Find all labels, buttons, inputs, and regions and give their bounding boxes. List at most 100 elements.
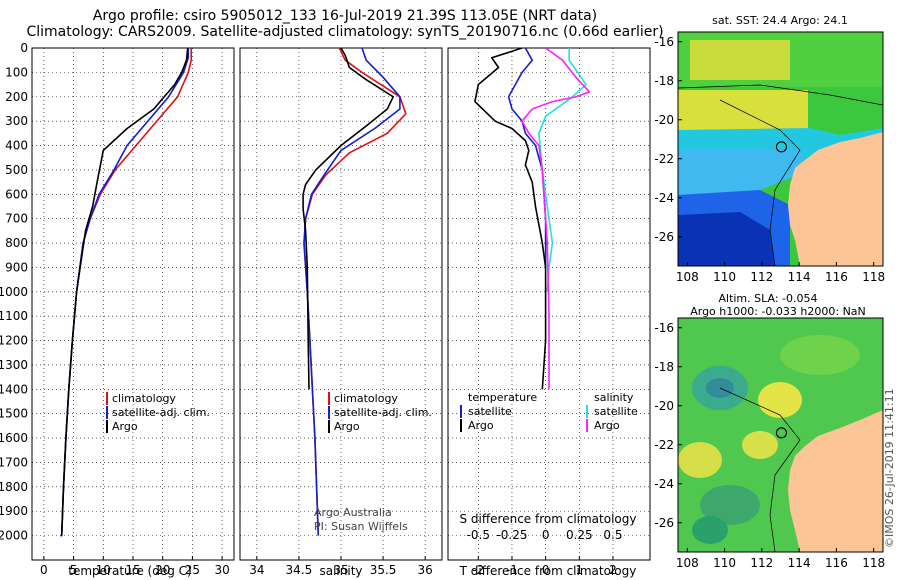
sla-low-eddy-core-south [692,516,728,544]
difference-legend: temperature satellite Argo salinity sate… [460,391,638,432]
map-y-tick-label: -16 [654,321,674,335]
x-tick-label: 34.5 [286,563,313,577]
map-y-tick-label: -20 [654,399,674,413]
credit-pi: PI: Susan Wijffels [314,520,408,533]
depth-tick-label: 500 [5,163,28,177]
map-y-tick-label: -24 [654,477,674,491]
map-x-tick-label: 108 [676,270,699,284]
temperature-legend: climatology satellite-adj. clim. Argo [106,392,210,433]
sla-bathymetry-200 [719,387,801,552]
salinity-grid [240,47,442,560]
legend-label-climatology: climatology [112,392,176,405]
x-tick-label: 35 [333,563,348,577]
depth-tick-label: 1700 [0,455,28,469]
land-australia [788,410,883,552]
legend-label-argo: Argo [334,420,360,433]
x-tick-label: 1 [575,563,583,577]
legend-label-sal-satellite: satellite [594,405,638,418]
depth-tick-label: 0 [20,41,28,55]
legend-label-temp-argo: Argo [468,419,494,432]
x-tick-label: 25 [185,563,200,577]
x-tick-label: 0 [40,563,48,577]
sla-map-frame [677,317,884,553]
legend-label-climatology: climatology [334,392,398,405]
x-tick-label: 35.5 [370,563,397,577]
sst-bathymetry-1000 [678,84,883,106]
land-australia [788,132,883,266]
map-y-tick-label: -18 [654,360,674,374]
argo-float-marker [775,141,787,153]
map-x-tick-label: 108 [676,556,699,570]
s-diff-tick-label: 0.25 [566,528,593,542]
legend-label-temp-satellite: satellite [468,405,512,418]
sst-map-y-ticks: -16 -18 -20 -22 -24 -26 [654,35,682,244]
x-tick-label: 5 [70,563,78,577]
x-tick-label: 0 [542,563,550,577]
depth-tick-label: 1800 [0,480,28,494]
depth-tick-label: 900 [5,260,28,274]
depth-tick-label: 700 [5,212,28,226]
depth-tick-labels: 0 100 200 300 400 500 600 700 800 900 1000 1100 1200… [0,41,28,543]
header-line2: Climatology: CARS2009. Satellite-adjuste… [26,24,663,40]
sla-map-title1: Altim. SLA: -0.054 [718,292,817,305]
sst-map [678,32,883,266]
map-x-tick-label: 118 [862,270,885,284]
legend-label-sal-argo: Argo [594,419,620,432]
map-y-tick-label: -18 [654,74,674,88]
salinity-difference-x-ticks: -0.5 -0.25 0 0.25 0.5 [467,528,623,542]
sla-high-eddy [758,382,802,418]
series-line-climatology [303,48,407,536]
x-tick-label: 20 [155,563,170,577]
legend-label-satellite: satellite-adj. clim. [112,406,210,419]
sla-high-eddy-south [742,431,778,459]
sla-green-north [780,335,860,375]
salinity-legend: climatology satellite-adj. clim. Argo Ar… [314,392,432,533]
sst-bathymetry-200 [719,99,801,266]
legend-label-satellite: satellite-adj. clim. [334,406,432,419]
map-y-tick-label: -22 [654,438,674,452]
depth-tick-label: 1100 [0,309,28,323]
depth-tick-label: 100 [5,65,28,79]
map-y-tick-label: -16 [654,35,674,49]
x-tick-label: -1 [506,563,518,577]
s-diff-tick-label: -0.5 [467,528,490,542]
depth-tick-label: 1300 [0,358,28,372]
depth-tick-label: 1200 [0,334,28,348]
sla-map-y-ticks: -16 -18 -20 -22 -24 -26 [654,321,682,530]
depth-tick-label: 300 [5,114,28,128]
sst-map-frame [677,31,884,267]
depth-tick-label: 200 [5,90,28,104]
depth-tick-label: 1500 [0,407,28,421]
map-x-tick-label: 112 [750,556,773,570]
series-line-argo [302,48,395,390]
s-diff-tick-label: 0.5 [603,528,622,542]
depth-tick-label: 1000 [0,285,28,299]
salinity-x-label: salinity [319,564,362,578]
sst-yellow-patch-north [690,40,790,80]
sst-map-title: sat. SST: 24.4 Argo: 24.1 [712,14,848,27]
credit-stamp: ©IMOS 26-Jul-2019 11:41:11 [883,388,896,548]
map-x-tick-label: 116 [825,556,848,570]
x-tick-label: 36 [418,563,433,577]
map-y-tick-label: -26 [654,230,674,244]
map-x-tick-label: 110 [713,270,736,284]
legend-title-salinity: salinity [594,391,634,404]
map-y-tick-label: -20 [654,113,674,127]
x-tick-label: 30 [214,563,229,577]
salinity-series [302,48,407,536]
salinity-x-ticks: 34 34.5 35 35.5 36 [249,556,433,577]
series-line-argo [60,48,189,536]
sla-map [678,318,883,552]
depth-tick-label: 1900 [0,504,28,518]
depth-tick-label: 1600 [0,431,28,445]
series-line-salinity-argo [521,48,591,390]
sst-map-x-ticks: 108 110 112 114 116 118 [676,262,885,284]
difference-x-label: T difference from climatology [459,564,637,578]
s-diff-tick-label: 0 [542,528,550,542]
temperature-x-ticks: 0 5 10 15 20 25 30 [40,556,230,577]
map-x-tick-label: 112 [750,270,773,284]
depth-tick-label: 2000 [0,529,28,543]
map-x-tick-label: 118 [862,556,885,570]
map-y-tick-label: -22 [654,152,674,166]
